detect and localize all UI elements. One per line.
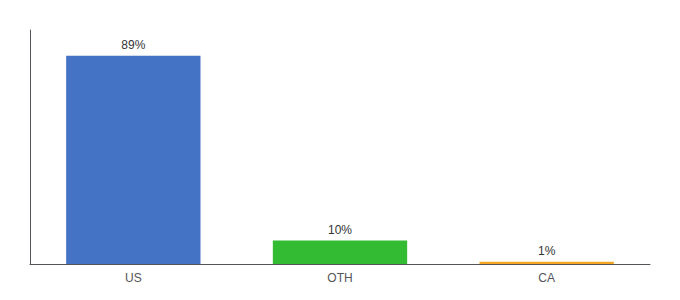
svg-text:OTH: OTH [327, 271, 352, 285]
svg-text:US: US [125, 271, 142, 285]
svg-text:CA: CA [538, 271, 555, 285]
svg-text:89%: 89% [121, 38, 145, 52]
svg-text:1%: 1% [538, 244, 556, 258]
svg-text:10%: 10% [328, 223, 352, 237]
